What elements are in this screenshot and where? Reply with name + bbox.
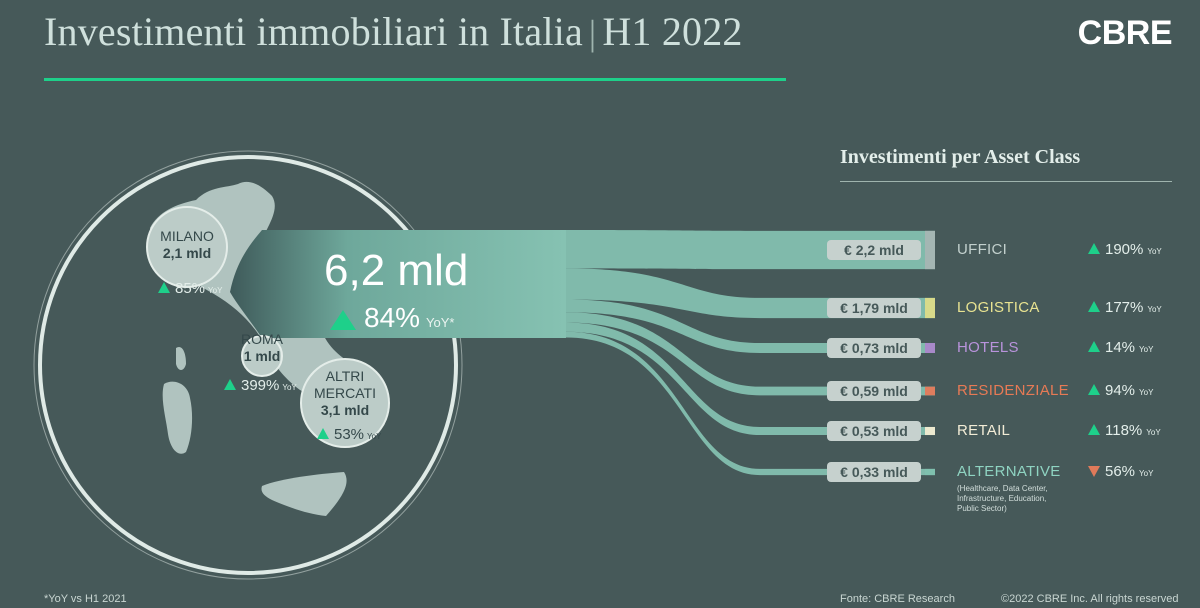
altri-mercati-name: ALTRI MERCATI bbox=[314, 368, 376, 401]
title-period: H1 2022 bbox=[602, 9, 743, 54]
label-residenziale: RESIDENZIALE bbox=[957, 382, 1069, 399]
up-arrow-icon bbox=[224, 378, 236, 390]
flow-cap-uffici bbox=[925, 230, 935, 270]
flow-cap-residenziale bbox=[925, 386, 935, 396]
up-arrow-icon bbox=[1088, 423, 1100, 435]
altri-mercati-value: 3,1 mld bbox=[320, 402, 370, 418]
roma-bubble bbox=[241, 335, 283, 377]
change-logistica: 177% YoY bbox=[1088, 299, 1162, 316]
change-yoy-residenziale: YoY bbox=[1139, 388, 1154, 397]
title-separator: | bbox=[588, 13, 597, 53]
milano-label: MILANO 2,1 mld bbox=[147, 228, 227, 262]
section-divider bbox=[840, 181, 1172, 182]
milano-change-value: 85% bbox=[175, 280, 206, 297]
asset-class-section-title: Investimenti per Asset Class bbox=[840, 146, 1081, 168]
change-value-logistica: 177% bbox=[1105, 299, 1144, 316]
change-uffici: 190% YoY bbox=[1088, 241, 1162, 258]
up-arrow-icon bbox=[1088, 242, 1100, 254]
change-yoy-uffici: YoY bbox=[1147, 247, 1162, 256]
roma-name: ROMA bbox=[241, 331, 283, 347]
altri-mercati-change-value: 53% bbox=[334, 426, 365, 443]
label-hotels: HOTELS bbox=[957, 339, 1019, 356]
title-underline bbox=[44, 78, 786, 81]
change-value-alternative: 56% bbox=[1105, 463, 1136, 480]
up-arrow-icon bbox=[1088, 300, 1100, 312]
milano-name: MILANO bbox=[160, 228, 214, 244]
label-retail: RETAIL bbox=[957, 422, 1011, 439]
change-residenziale: 94% YoY bbox=[1088, 382, 1153, 399]
milano-yoy: YoY bbox=[208, 286, 223, 295]
change-value-uffici: 190% bbox=[1105, 241, 1144, 258]
label-uffici: UFFICI bbox=[957, 241, 1008, 258]
flow-cap-retail bbox=[925, 426, 935, 436]
value-alternative: € 0,33 mld bbox=[827, 462, 921, 482]
italy-circle-inner bbox=[33, 150, 463, 580]
value-logistica: € 1,79 mld bbox=[827, 298, 921, 318]
up-arrow-icon bbox=[317, 427, 329, 439]
footnote: *YoY vs H1 2021 bbox=[44, 593, 127, 605]
roma-yoy: YoY bbox=[282, 383, 297, 392]
change-yoy-hotels: YoY bbox=[1139, 345, 1154, 354]
flow-cap-alternative bbox=[925, 468, 935, 476]
value-hotels: € 0,73 mld bbox=[827, 338, 921, 358]
total-investment: 6,2 mld bbox=[324, 246, 469, 295]
value-residenziale: € 0,59 mld bbox=[827, 381, 921, 401]
change-yoy-alternative: YoY bbox=[1139, 469, 1154, 478]
flow-cap-logistica bbox=[925, 297, 935, 319]
italy-circle bbox=[38, 155, 458, 575]
milano-value: 2,1 mld bbox=[162, 245, 212, 261]
change-yoy-retail: YoY bbox=[1146, 428, 1161, 437]
altri-mercati-yoy: YoY bbox=[367, 432, 382, 441]
total-change: 84% YoY* bbox=[330, 302, 454, 334]
alternative-note: (Healthcare, Data Center, Infrastructure… bbox=[957, 484, 1048, 513]
roma-value: 1 mld bbox=[243, 348, 281, 364]
total-change-value: 84% bbox=[364, 302, 421, 333]
roma-change-value: 399% bbox=[241, 377, 280, 394]
label-alternative: ALTERNATIVE bbox=[957, 463, 1061, 480]
change-value-residenziale: 94% bbox=[1105, 382, 1136, 399]
sardinia bbox=[162, 381, 193, 454]
altri-mercati-change: 53% YoY bbox=[317, 426, 381, 443]
milano-bubble bbox=[146, 206, 228, 288]
flow-cap-hotels bbox=[925, 343, 935, 353]
corsica bbox=[176, 346, 186, 370]
altri-mercati-bubble bbox=[300, 358, 390, 448]
change-yoy-logistica: YoY bbox=[1147, 305, 1162, 314]
up-arrow-icon bbox=[158, 281, 170, 293]
sicily bbox=[261, 472, 347, 516]
altri-mercati-label: ALTRI MERCATI 3,1 mld bbox=[313, 368, 377, 419]
up-arrow-icon bbox=[330, 309, 356, 330]
roma-label: ROMA 1 mld bbox=[222, 331, 302, 365]
change-value-retail: 118% bbox=[1105, 422, 1143, 439]
value-uffici: € 2,2 mld bbox=[827, 240, 921, 260]
source-text: Fonte: CBRE Research bbox=[840, 593, 955, 605]
change-retail: 118% YoY bbox=[1088, 422, 1161, 439]
change-hotels: 14% YoY bbox=[1088, 339, 1153, 356]
copyright-text: ©2022 CBRE Inc. All rights reserved bbox=[1001, 593, 1179, 605]
change-value-hotels: 14% bbox=[1105, 339, 1136, 356]
milano-change: 85% YoY bbox=[158, 280, 222, 297]
title-main: Investimenti immobiliari in Italia bbox=[44, 9, 583, 54]
up-arrow-icon bbox=[1088, 340, 1100, 352]
label-logistica: LOGISTICA bbox=[957, 299, 1040, 316]
total-change-label: YoY* bbox=[426, 315, 455, 330]
value-retail: € 0,53 mld bbox=[827, 421, 921, 441]
flow-retail bbox=[566, 322, 935, 436]
total-flow-trunk bbox=[230, 230, 566, 338]
cbre-logo: CBRE bbox=[1077, 14, 1173, 52]
change-alternative: 56% YoY bbox=[1088, 463, 1153, 480]
down-arrow-icon bbox=[1088, 465, 1100, 477]
page-title: Investimenti immobiliari in Italia | H1 20… bbox=[44, 8, 743, 55]
up-arrow-icon bbox=[1088, 383, 1100, 395]
roma-change: 399% YoY bbox=[224, 377, 297, 394]
